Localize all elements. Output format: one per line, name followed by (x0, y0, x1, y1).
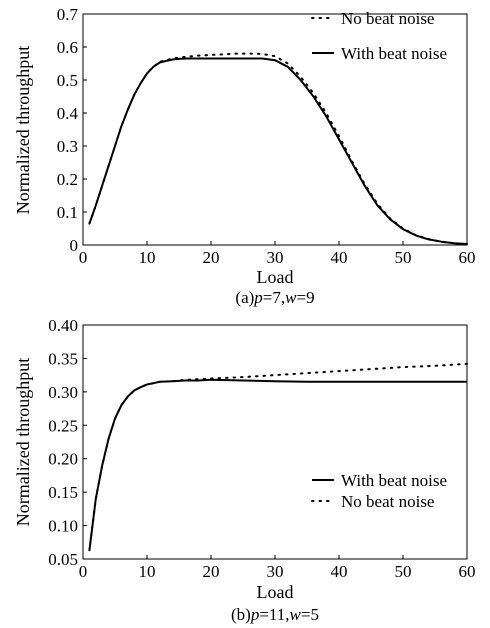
chart-a-y-tick-label: 0.6 (57, 38, 78, 57)
chart-b-caption-w: w (290, 605, 302, 624)
chart-b-frame (82, 324, 468, 560)
chart-b-y-tick-label: 0.25 (48, 416, 78, 435)
chart-b-x-tick-label: 40 (331, 562, 348, 581)
chart-a-series-no-beat-noise-line (88, 52, 468, 245)
chart-b-plot-area: 0 10 20 30 40 50 60 0.050.100.150.200.250.300.… (48, 316, 475, 581)
chart-a-caption: (a)p=7,w=9 (235, 288, 314, 307)
chart-a-y-tick-label: 0.5 (57, 71, 78, 90)
chart-b: 0 10 20 30 40 50 60 0.050.100.150.200.250.300.… (13, 316, 476, 624)
chart-a-x-tick-label: 60 (459, 248, 476, 267)
chart-b-caption-p-value: =11, (259, 605, 289, 624)
chart-b-x-tick-label: 50 (395, 562, 412, 581)
chart-b-y-tick-label: 0.20 (48, 450, 78, 469)
chart-b-series-with-beat-noise-line (88, 378, 467, 551)
chart-a-y-ticks: 0 0.1 0.2 0.3 0.4 0.5 0.6 0.7 (57, 5, 87, 255)
chart-b-x-tick-label: 60 (459, 562, 476, 581)
chart-b-y-ticks: 0.05 0.10 0.15 0.20 0.25 0.30 0.35 0.40 (48, 316, 87, 569)
chart-b-x-ticks: 0 10 20 30 40 50 60 (79, 555, 476, 581)
chart-a-series-with-beat-noise-line (88, 57, 468, 245)
chart-b-x-tick-label: 30 (267, 562, 284, 581)
chart-b-y-tick-label: 0.40 (48, 316, 78, 335)
chart-a-caption-label: (a) (235, 288, 254, 307)
chart-a-x-tick-label: 20 (203, 248, 220, 267)
chart-b-y-tick-label: 0.15 (48, 483, 78, 502)
chart-b-series-no-beat-noise-line (88, 362, 468, 552)
chart-a-x-axis-title: Load (257, 267, 294, 287)
chart-a-caption-w: w (285, 288, 297, 307)
chart-b-legend-label-1: No beat noise (341, 492, 434, 511)
chart-b-x-tick-label: 0 (79, 562, 88, 581)
chart-a-y-tick-label: 0.1 (57, 203, 78, 222)
chart-a-x-ticks: 0 10 20 30 40 50 60 (79, 241, 476, 267)
chart-b-legend-label-0: With beat noise (341, 471, 447, 490)
chart-a-plot-area: 0 10 20 30 40 50 60 0 0.1 0.2 0.3 0.4 0.5 0.6 0.7 (57, 5, 476, 267)
chart-b-caption-p: p (250, 605, 260, 624)
chart-a-caption-w-value: =9 (296, 288, 314, 307)
chart-a-x-tick-label: 30 (267, 248, 284, 267)
chart-b-legend: With beat noise No beat noise (311, 471, 447, 511)
chart-b-x-axis-title: Load (257, 582, 294, 602)
chart-b-caption: (b)p=11,w=5 (231, 605, 319, 624)
chart-b-x-tick-label: 10 (139, 562, 156, 581)
chart-a-x-tick-label: 40 (331, 248, 348, 267)
chart-a-legend-label-0: No beat noise (341, 9, 434, 28)
chart-a-caption-p: p (253, 288, 263, 307)
chart-a-y-tick-label: 0.3 (57, 137, 78, 156)
chart-a-y-tick-label: 0 (70, 236, 79, 255)
chart-a-y-axis-title: Normalized throughput (13, 46, 33, 214)
chart-a: 0 10 20 30 40 50 60 0 0.1 0.2 0.3 0.4 0.5 0.6 0.7 No … (13, 5, 476, 307)
chart-a-x-tick-label: 10 (139, 248, 156, 267)
chart-b-y-axis-title: Normalized throughput (13, 358, 33, 526)
chart-b-series (88, 362, 468, 552)
chart-a-legend-label-1: With beat noise (341, 44, 447, 63)
chart-a-x-tick-label: 50 (395, 248, 412, 267)
chart-a-series (88, 52, 468, 245)
chart-a-y-tick-label: 0.4 (57, 104, 79, 123)
chart-b-y-tick-label: 0.30 (48, 383, 78, 402)
chart-a-legend: No beat noise With beat noise (311, 9, 447, 63)
chart-b-y-tick-label: 0.35 (48, 349, 78, 368)
chart-a-y-tick-label: 0.7 (57, 5, 79, 24)
chart-b-x-tick-label: 20 (203, 562, 220, 581)
chart-b-y-tick-label: 0.05 (48, 550, 78, 569)
chart-b-y-tick-label: 0.10 (48, 517, 78, 536)
chart-a-x-tick-label: 0 (79, 248, 88, 267)
chart-a-y-tick-label: 0.2 (57, 170, 78, 189)
chart-b-caption-w-value: =5 (301, 605, 319, 624)
chart-a-caption-p-value: =7, (263, 288, 285, 307)
chart-b-caption-label: (b) (231, 605, 251, 624)
